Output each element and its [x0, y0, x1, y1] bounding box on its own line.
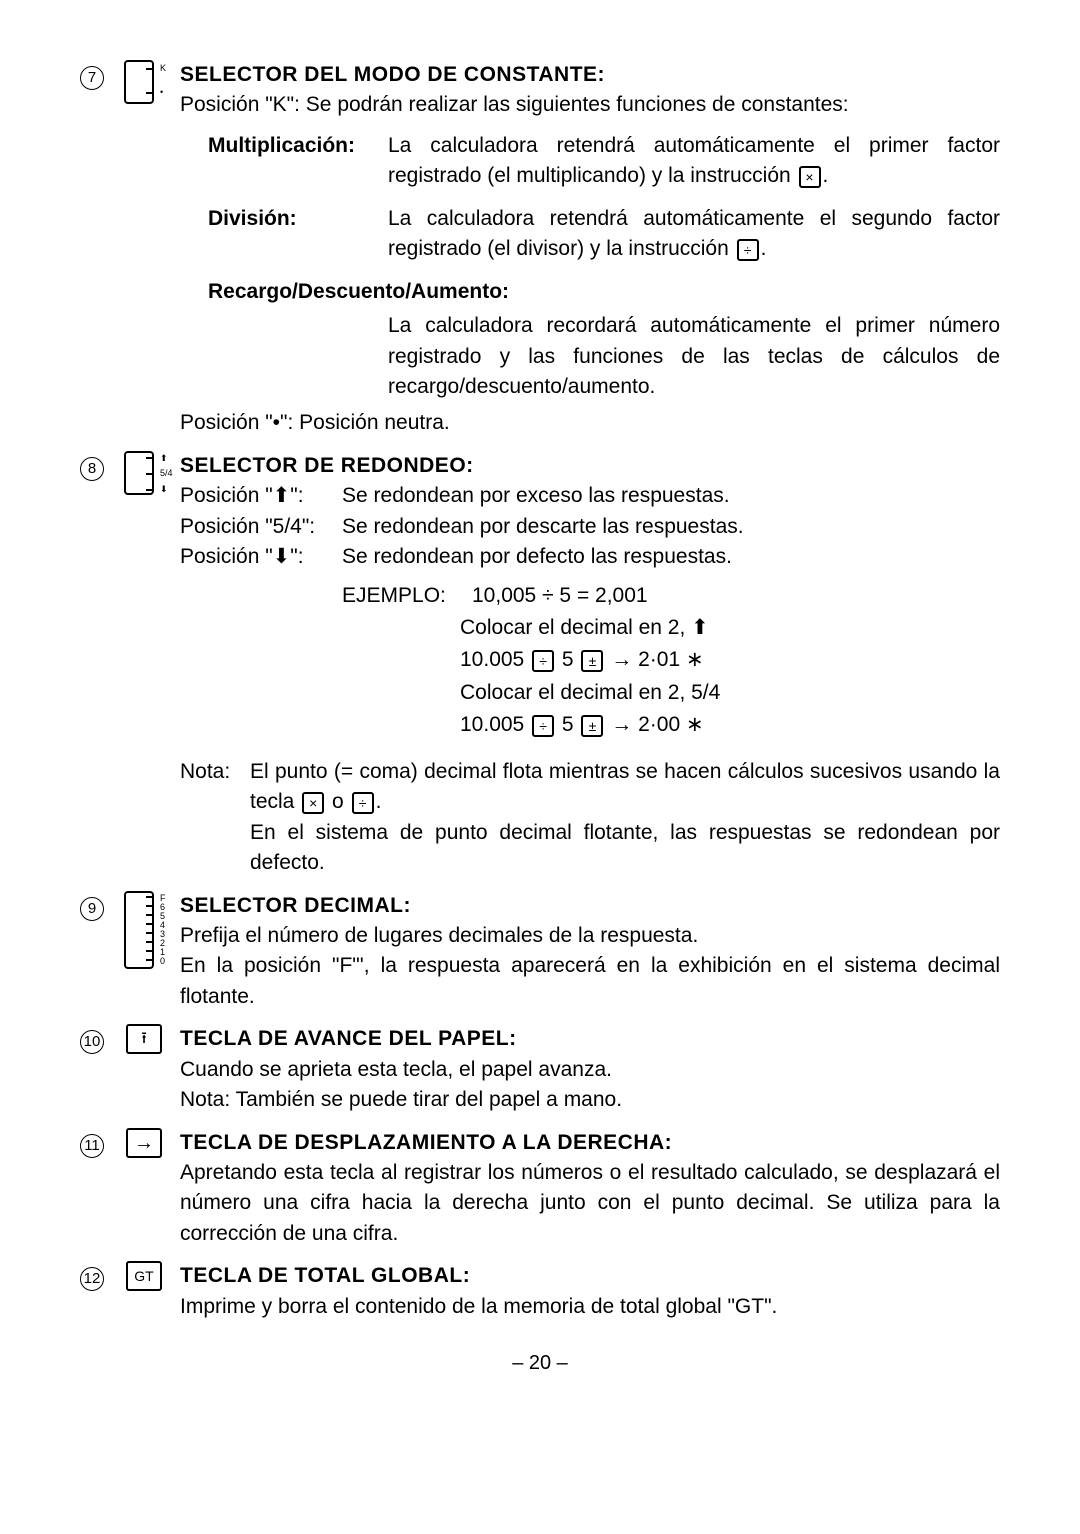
- plusminus-key-icon: ±: [581, 715, 603, 737]
- section-10: 10 ⭱ TECLA DE AVANCE DEL PAPEL: Cuando s…: [80, 1024, 1000, 1115]
- multiply-key-icon: ×: [302, 792, 324, 814]
- divide-key-icon: ÷: [532, 715, 554, 737]
- heading-12: TECLA DE TOTAL GLOBAL:: [180, 1261, 1000, 1291]
- mult-body: La calculadora retendrá automáticamente …: [388, 131, 1000, 192]
- marker-12: 12: [80, 1261, 124, 1291]
- ex-l3: Colocar el decimal en 2, 5/4: [460, 678, 1000, 708]
- neutral-line: Posición "•": Posición neutra.: [180, 408, 1000, 438]
- page-number: – 20 –: [80, 1352, 1000, 1375]
- div-body: La calculadora retendrá automáticamente …: [388, 204, 1000, 265]
- content-10: TECLA DE AVANCE DEL PAPEL: Cuando se apr…: [180, 1024, 1000, 1115]
- ex-l2: 10.005 ÷ 5 ± → 2·01 ∗: [460, 645, 1000, 675]
- circled-7-icon: 7: [80, 66, 104, 90]
- rounding-switch-icon: ⬆ 5/4 ⬇: [124, 451, 154, 495]
- switch-icon-8: ⬆ 5/4 ⬇: [124, 451, 180, 495]
- sec11-body: Apretando esta tecla al registrar los nú…: [180, 1158, 1000, 1249]
- divide-key-icon: ÷: [352, 792, 374, 814]
- sec7-line1: Posición "K": Se podrán realizar las sig…: [180, 90, 1000, 120]
- pos-up-label: Posición "⬆":: [180, 481, 342, 511]
- decimal-switch-icon: F6543210: [124, 891, 154, 969]
- ex-l4: 10.005 ÷ 5 ± → 2·00 ∗: [460, 710, 1000, 740]
- key-icon-10: ⭱: [124, 1024, 180, 1054]
- nota-row: Nota: El punto (= coma) decimal flota mi…: [180, 757, 1000, 879]
- decimal-switch-label: 0: [160, 957, 165, 966]
- heading-9: SELECTOR DECIMAL:: [180, 891, 1000, 921]
- pos-54-body: Se redondean por descarte las respuestas…: [342, 512, 1000, 542]
- circled-9-icon: 9: [80, 897, 104, 921]
- sec9-l2: En la posición "F"', la respuesta aparec…: [180, 951, 1000, 1012]
- section-12: 12 GT TECLA DE TOTAL GLOBAL: Imprime y b…: [80, 1261, 1000, 1322]
- rda-label: Recargo/Descuento/Aumento:: [208, 277, 1000, 307]
- pos-54-label: Posición "5/4":: [180, 512, 342, 542]
- section-9: 9 F6543210 SELECTOR DECIMAL: Prefija el …: [80, 891, 1000, 1013]
- sec12-body: Imprime y borra el contenido de la memor…: [180, 1292, 1000, 1322]
- section-8: 8 ⬆ 5/4 ⬇ SELECTOR DE REDONDEO: Posición…: [80, 451, 1000, 879]
- gt-key-icon: GT: [126, 1261, 162, 1291]
- content-8: SELECTOR DE REDONDEO: Posición "⬆":Se re…: [180, 451, 1000, 879]
- heading-7: SELECTOR DEL MODO DE CONSTANTE:: [180, 60, 1000, 90]
- plusminus-key-icon: ±: [581, 650, 603, 672]
- content-7: SELECTOR DEL MODO DE CONSTANTE: Posición…: [180, 60, 1000, 439]
- multiply-key-icon: ×: [799, 166, 821, 188]
- circled-8-icon: 8: [80, 457, 104, 481]
- div-row: División: La calculadora retendrá automá…: [208, 204, 1000, 265]
- nota-label: Nota:: [180, 757, 250, 879]
- pos-up-body: Se redondean por exceso las respuestas.: [342, 481, 1000, 511]
- key-icon-12: GT: [124, 1261, 180, 1291]
- marker-10: 10: [80, 1024, 124, 1054]
- marker-7: 7: [80, 60, 124, 90]
- pos-dn-body: Se redondean por defecto las respuestas.: [342, 542, 1000, 572]
- circled-11-icon: 11: [80, 1134, 104, 1158]
- pos-dn-label: Posición "⬇":: [180, 542, 342, 572]
- nota-body-2: En el sistema de punto decimal flotante,…: [250, 818, 1000, 879]
- content-12: TECLA DE TOTAL GLOBAL: Imprime y borra e…: [180, 1261, 1000, 1322]
- content-9: SELECTOR DECIMAL: Prefija el número de l…: [180, 891, 1000, 1013]
- heading-8: SELECTOR DE REDONDEO:: [180, 451, 1000, 481]
- marker-9: 9: [80, 891, 124, 921]
- marker-8: 8: [80, 451, 124, 481]
- circled-12-icon: 12: [80, 1267, 104, 1291]
- section-11: 11 → TECLA DE DESPLAZAMIENTO A LA DERECH…: [80, 1128, 1000, 1250]
- sec10-l2: Nota: También se puede tirar del papel a…: [180, 1085, 1000, 1115]
- sec9-l1: Prefija el número de lugares decimales d…: [180, 921, 1000, 951]
- circled-10-icon: 10: [80, 1030, 104, 1054]
- key-icon-11: →: [124, 1128, 180, 1158]
- divide-key-icon: ÷: [532, 650, 554, 672]
- mult-label: Multiplicación:: [208, 131, 388, 161]
- shift-right-key-icon: →: [126, 1128, 162, 1158]
- example-block: Colocar el decimal en 2, ⬆ 10.005 ÷ 5 ± …: [180, 613, 1000, 741]
- section-7: 7 K • SELECTOR DEL MODO DE CONSTANTE: Po…: [80, 60, 1000, 439]
- paper-feed-key-icon: ⭱: [126, 1024, 162, 1054]
- content-11: TECLA DE DESPLAZAMIENTO A LA DERECHA: Ap…: [180, 1128, 1000, 1250]
- example-eq: 10,005 ÷ 5 = 2,001: [472, 581, 648, 611]
- heading-11: TECLA DE DESPLAZAMIENTO A LA DERECHA:: [180, 1128, 1000, 1158]
- example-label: EJEMPLO:: [342, 581, 472, 611]
- div-label: División:: [208, 204, 388, 234]
- marker-11: 11: [80, 1128, 124, 1158]
- switch-icon-9: F6543210: [124, 891, 180, 969]
- manual-page: 7 K • SELECTOR DEL MODO DE CONSTANTE: Po…: [0, 0, 1080, 1534]
- ex-l1: Colocar el decimal en 2, ⬆: [460, 613, 1000, 643]
- switch-icon-7: K •: [124, 60, 180, 104]
- mult-row: Multiplicación: La calculadora retendrá …: [208, 131, 1000, 192]
- sec10-l1: Cuando se aprieta esta tecla, el papel a…: [180, 1055, 1000, 1085]
- rda-body: La calculadora recordará automáticamente…: [208, 311, 1000, 402]
- constant-switch-icon: K •: [124, 60, 154, 104]
- nota-body: El punto (= coma) decimal flota mientras…: [250, 757, 1000, 879]
- heading-10: TECLA DE AVANCE DEL PAPEL:: [180, 1024, 1000, 1054]
- divide-key-icon: ÷: [737, 239, 759, 261]
